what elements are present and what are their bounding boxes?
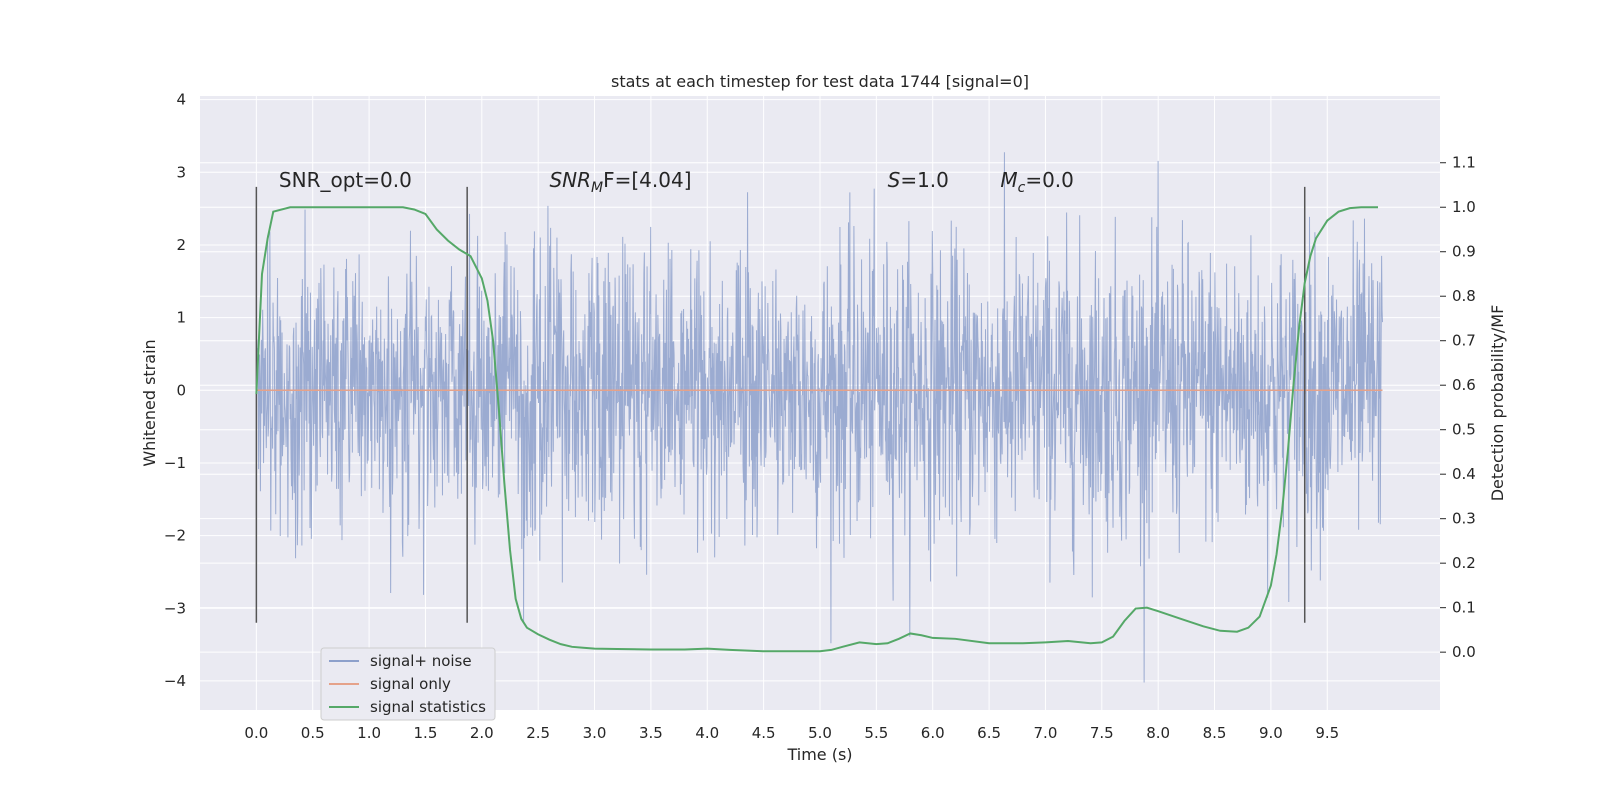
right-tick-label: 0.9 bbox=[1452, 243, 1476, 261]
x-tick-label: 4.5 bbox=[752, 724, 776, 742]
right-tick-label: 1.0 bbox=[1452, 198, 1476, 216]
x-axis-ticks: 0.0 0.5 1.0 1.5 2.0 2.5 3.0 3.5 4.0 4.5 5.0 5.5 6.0 6… bbox=[244, 724, 1339, 742]
y-tick-label: −3 bbox=[164, 599, 186, 617]
annotation-base: M bbox=[1000, 168, 1017, 192]
legend-label-noise: signal+ noise bbox=[370, 652, 472, 670]
y-tick-label: −4 bbox=[164, 672, 186, 690]
x-tick-label: 5.0 bbox=[808, 724, 832, 742]
x-tick-label: 5.5 bbox=[864, 724, 888, 742]
right-tick-label: 0.5 bbox=[1452, 421, 1476, 439]
x-axis-label: Time (s) bbox=[786, 745, 852, 764]
x-tick-label: 3.5 bbox=[639, 724, 663, 742]
chart-title: stats at each timestep for test data 174… bbox=[611, 72, 1029, 91]
annotation-3: Mc=0.0 bbox=[1000, 168, 1074, 196]
statistics-line bbox=[255, 206, 1378, 653]
right-tick-label: 0.4 bbox=[1452, 465, 1476, 483]
right-tick-label: 0.3 bbox=[1452, 510, 1476, 528]
right-tick-label: 0.7 bbox=[1452, 332, 1476, 350]
x-tick-label: 1.5 bbox=[414, 724, 438, 742]
x-tick-label: 7.0 bbox=[1034, 724, 1058, 742]
annotation-tail: =0.0 bbox=[1025, 168, 1074, 192]
y-tick-label: 4 bbox=[176, 91, 186, 109]
x-tick-label: 3.0 bbox=[583, 724, 607, 742]
signal-statistics-series bbox=[255, 206, 1378, 653]
y-axis-ticks: −4 −3 −2 −1 0 1 2 3 4 bbox=[164, 91, 186, 690]
right-tick-label: 1.1 bbox=[1452, 154, 1476, 172]
y-tick-label: 2 bbox=[176, 236, 186, 254]
x-tick-label: 2.5 bbox=[526, 724, 550, 742]
x-tick-label: 4.0 bbox=[695, 724, 719, 742]
y-tick-label: 3 bbox=[176, 163, 186, 181]
vertical-markers bbox=[255, 186, 1306, 623]
right-axis-ticks: 0.0 0.1 0.2 0.3 0.4 0.5 0.6 0.7 0.8 0.9 1.0 1.1 bbox=[1440, 154, 1476, 661]
x-tick-label: 8.0 bbox=[1146, 724, 1170, 742]
annotation-base: SNR bbox=[549, 168, 591, 192]
x-tick-label: 0.5 bbox=[301, 724, 325, 742]
y-tick-label: −1 bbox=[164, 454, 186, 472]
annotation-sub: c bbox=[1018, 180, 1026, 196]
annotation-tail: F=[4.04] bbox=[603, 168, 691, 192]
right-tick-label: 0.2 bbox=[1452, 554, 1476, 572]
annotation-1: SNRMF=[4.04] bbox=[549, 168, 691, 196]
x-tick-label: 7.5 bbox=[1090, 724, 1114, 742]
right-tick-label: 0.0 bbox=[1452, 643, 1476, 661]
annotation-0: SNR_opt=0.0 bbox=[279, 168, 412, 192]
y-axis-label: Whitened strain bbox=[140, 339, 159, 466]
right-axis-label: Detection probability/MF bbox=[1488, 305, 1507, 502]
right-tick-label: 0.8 bbox=[1452, 287, 1476, 305]
legend-label-statistics: signal statistics bbox=[370, 698, 486, 716]
y-tick-label: −2 bbox=[164, 527, 186, 545]
x-tick-label: 2.0 bbox=[470, 724, 494, 742]
x-tick-label: 6.5 bbox=[977, 724, 1001, 742]
annotation-2: S=1.0 bbox=[888, 168, 949, 192]
x-tick-label: 9.0 bbox=[1259, 724, 1283, 742]
y-tick-label: 1 bbox=[176, 309, 186, 327]
y-tick-label: 0 bbox=[176, 381, 186, 399]
legend-box bbox=[320, 647, 496, 721]
legend: signal+ noise signal only signal statist… bbox=[320, 647, 496, 721]
x-tick-label: 9.5 bbox=[1315, 724, 1339, 742]
annotation-sub: M bbox=[591, 180, 603, 196]
right-tick-label: 0.6 bbox=[1452, 376, 1476, 394]
annotation-base: S bbox=[888, 168, 901, 192]
x-tick-label: 6.0 bbox=[921, 724, 945, 742]
right-tick-label: 0.1 bbox=[1452, 599, 1476, 617]
x-tick-label: 8.5 bbox=[1203, 724, 1227, 742]
legend-label-signal-only: signal only bbox=[370, 675, 451, 693]
x-tick-label: 1.0 bbox=[357, 724, 381, 742]
annotations: SNR_opt=0.0 SNRMF=[4.04] S=1.0 Mc=0.0 bbox=[279, 168, 1074, 196]
x-tick-label: 0.0 bbox=[244, 724, 268, 742]
annotation-tail: =1.0 bbox=[900, 168, 949, 192]
